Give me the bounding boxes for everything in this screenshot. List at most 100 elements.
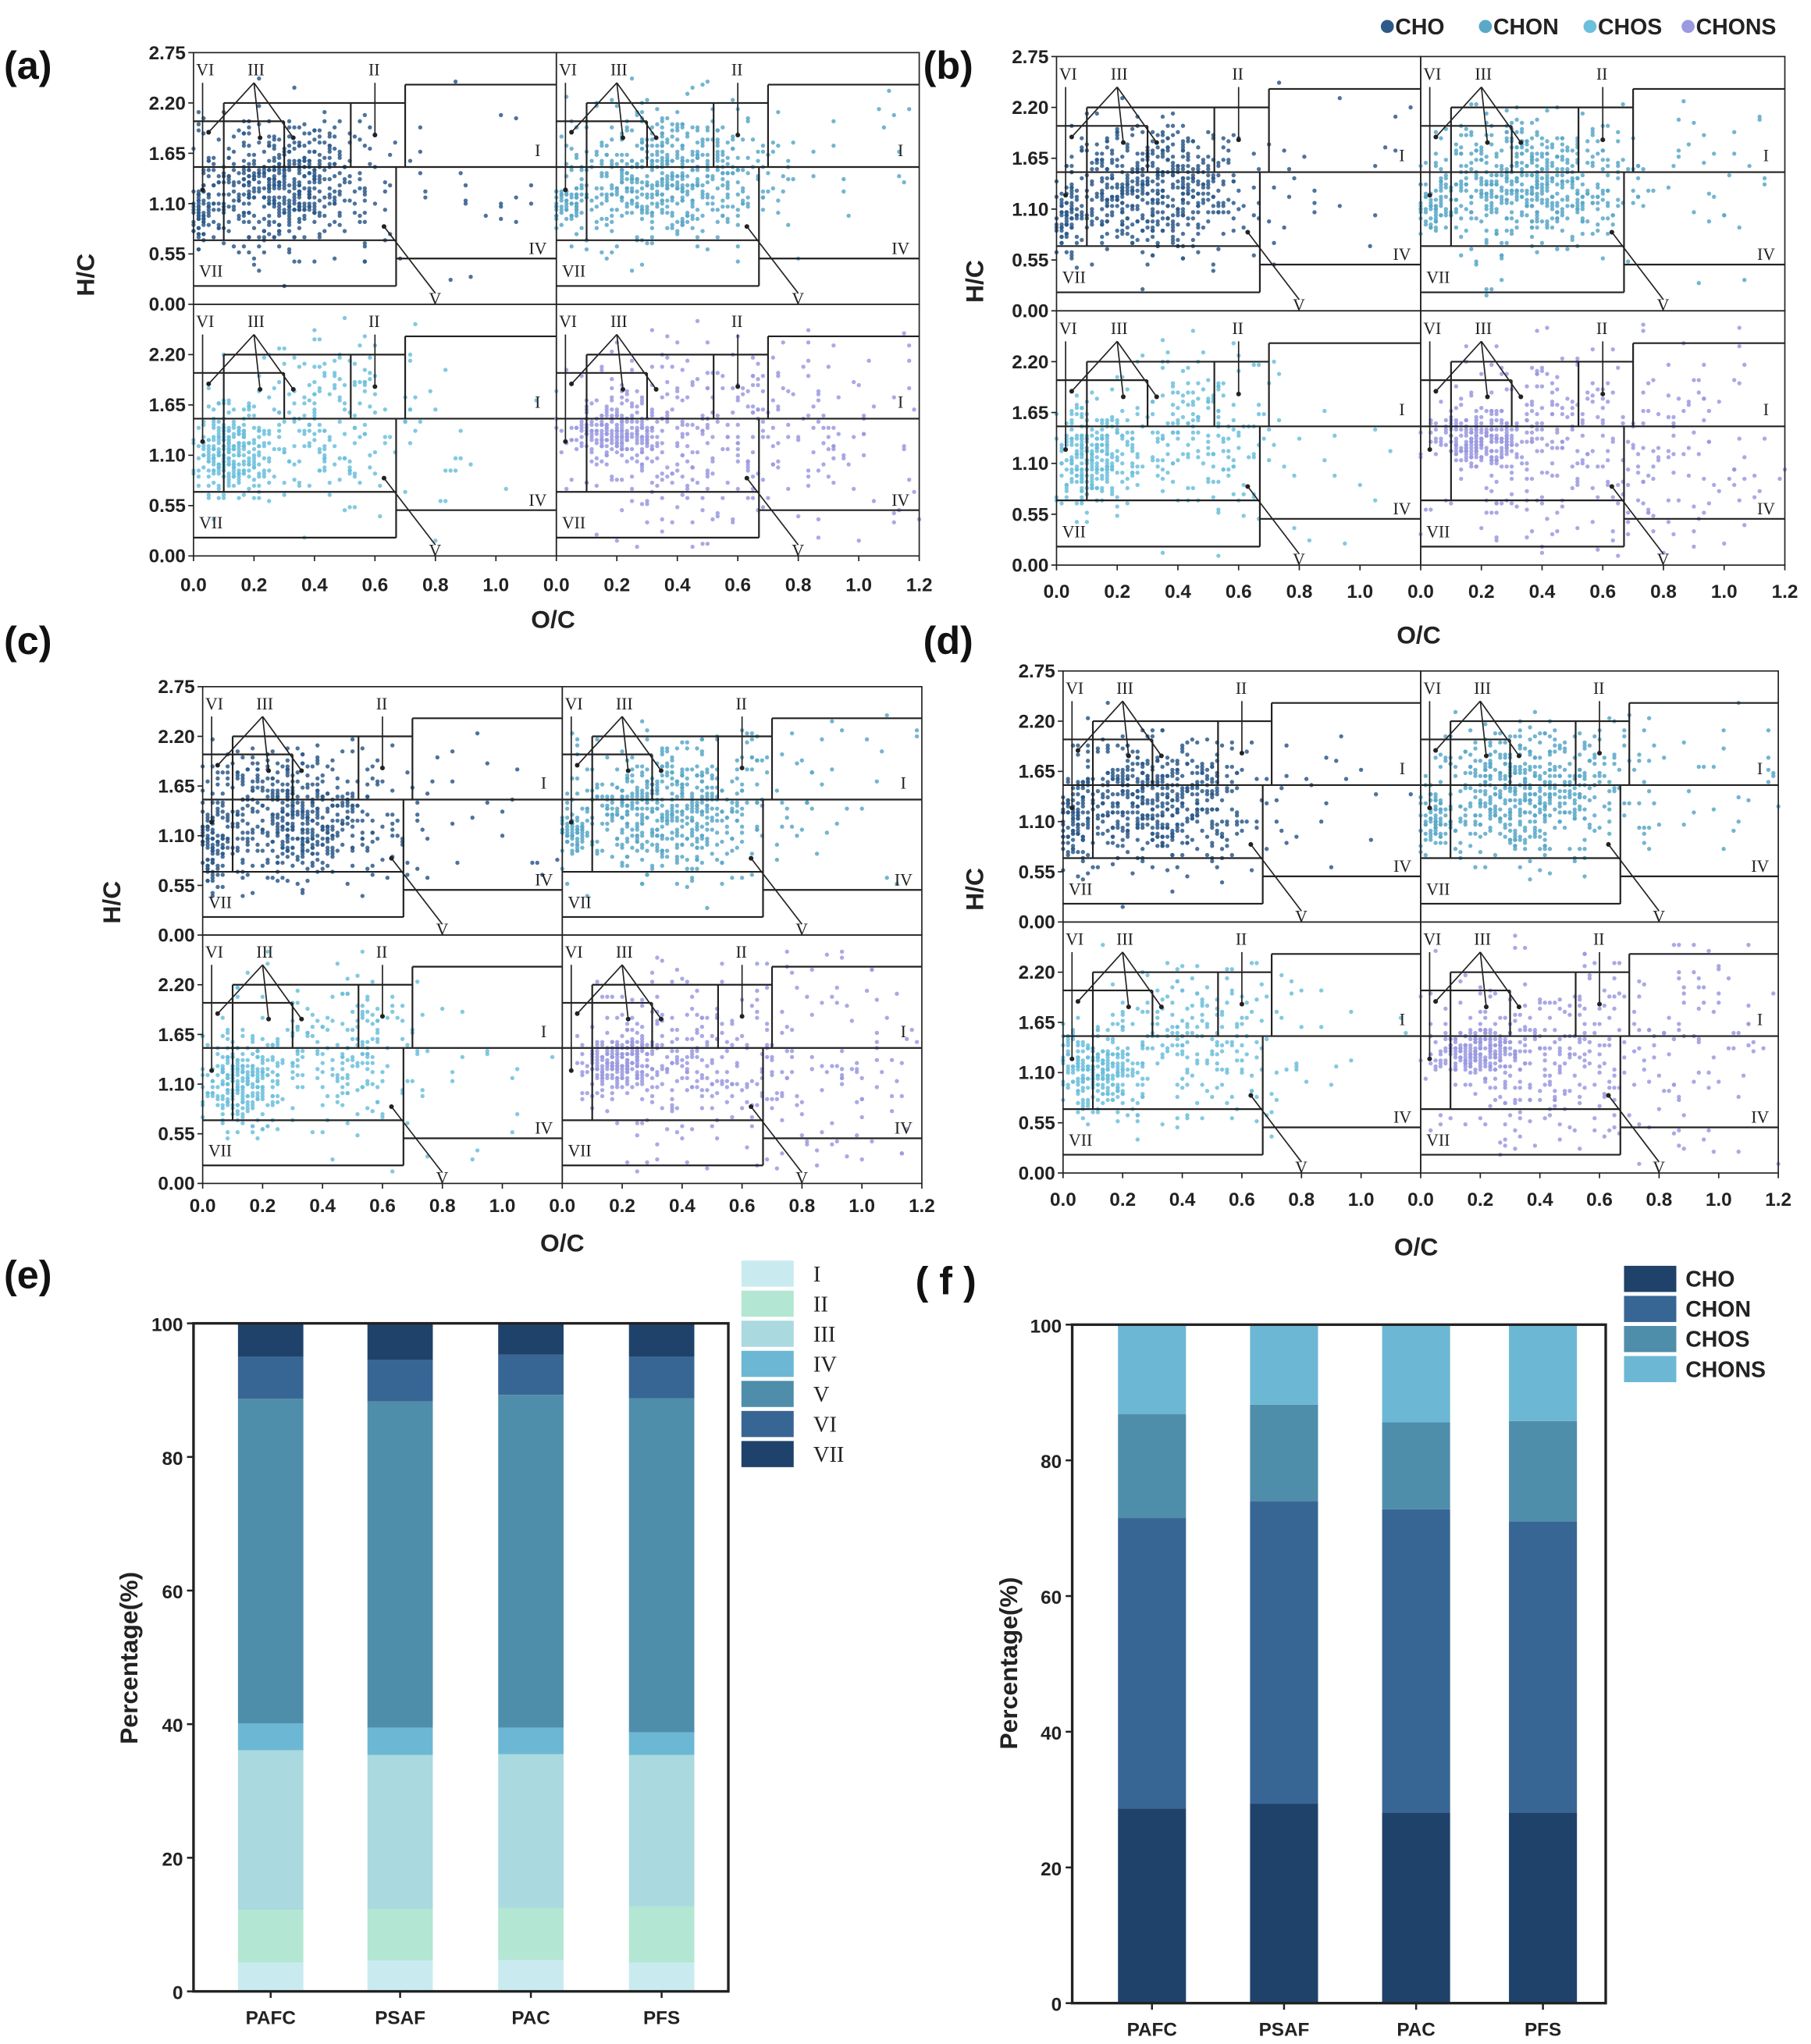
data-point [1464, 343, 1468, 349]
data-point [499, 216, 503, 222]
data-point [1135, 452, 1140, 457]
data-point [1706, 219, 1712, 224]
data-point [690, 183, 695, 188]
data-point [297, 125, 302, 130]
data-point [1635, 470, 1641, 475]
data-point [1560, 504, 1565, 509]
data-point [295, 800, 300, 805]
data-point [1115, 514, 1119, 518]
data-point [1514, 117, 1519, 123]
data-point [604, 407, 609, 412]
data-point [629, 180, 635, 185]
data-point [1180, 399, 1186, 404]
data-point [1186, 136, 1190, 140]
arrow-head [200, 187, 205, 193]
data-point [1090, 449, 1094, 453]
data-point [317, 364, 322, 369]
data-point [1090, 160, 1094, 165]
data-point [700, 229, 705, 233]
data-point [1686, 142, 1692, 147]
data-point [760, 389, 766, 393]
data-point [1373, 213, 1378, 218]
data-point [241, 462, 247, 467]
data-point [649, 195, 655, 200]
data-point [201, 198, 206, 203]
data-point [1105, 185, 1109, 190]
data-point [791, 176, 795, 182]
data-point [327, 201, 332, 206]
data-point [1231, 492, 1236, 496]
data-point [594, 204, 600, 209]
data-point [286, 125, 292, 130]
data-point [1621, 414, 1625, 420]
data-point [1170, 225, 1176, 230]
data-point [1170, 133, 1176, 137]
data-point [1221, 467, 1226, 472]
data-point [589, 446, 594, 452]
data-point [1539, 166, 1545, 172]
data-point [1499, 408, 1504, 414]
data-point [1535, 371, 1539, 376]
data-point [680, 144, 685, 148]
data-point [559, 195, 564, 200]
data-point [286, 144, 292, 148]
data-point [297, 364, 302, 369]
data-point [1459, 145, 1464, 150]
data-point [604, 443, 609, 449]
data-point [1150, 455, 1155, 460]
data-point [1140, 213, 1145, 218]
data-point [372, 410, 378, 415]
data-point [715, 413, 720, 418]
data-point [1080, 501, 1084, 506]
data-point [286, 250, 292, 255]
data-point [680, 492, 685, 497]
data-point [655, 189, 660, 194]
data-point [1094, 142, 1099, 147]
data-point [358, 379, 362, 385]
region-label-i: I [1399, 146, 1404, 165]
region-label-ii: II [1596, 319, 1608, 338]
data-point [1064, 222, 1069, 227]
data-point [685, 483, 690, 489]
data-point [317, 422, 322, 427]
data-point [362, 259, 368, 264]
data-point [1504, 108, 1509, 113]
data-point [347, 174, 352, 179]
data-point [786, 435, 791, 439]
data-point [610, 250, 614, 255]
data-point [1226, 197, 1231, 202]
data-point [735, 155, 740, 160]
data-point [1080, 148, 1084, 153]
data-point [276, 410, 282, 415]
data-point [619, 441, 624, 446]
data-point [282, 176, 286, 182]
data-point [629, 174, 635, 179]
data-point [241, 441, 247, 446]
data-point [201, 446, 206, 452]
data-point [831, 456, 836, 460]
data-point [226, 438, 231, 443]
data-point [1155, 172, 1160, 178]
data-point [1216, 210, 1221, 215]
data-point [215, 776, 220, 781]
data-point [660, 471, 664, 476]
region-label-ii: II [1232, 319, 1244, 338]
data-point [1226, 148, 1231, 153]
data-point [433, 539, 438, 543]
data-point [720, 149, 725, 155]
data-point [1135, 406, 1140, 411]
data-point [1160, 550, 1165, 555]
data-point [1433, 151, 1439, 156]
data-point [695, 176, 700, 182]
data-point [610, 419, 614, 424]
data-point [276, 155, 282, 160]
data-point [700, 192, 705, 197]
data-point [750, 382, 756, 388]
data-point [453, 456, 458, 460]
data-point [604, 462, 609, 467]
data-point [1120, 228, 1125, 233]
data-point [247, 219, 251, 225]
data-point [407, 158, 413, 163]
data-point [1590, 520, 1595, 524]
data-point [1100, 234, 1105, 240]
